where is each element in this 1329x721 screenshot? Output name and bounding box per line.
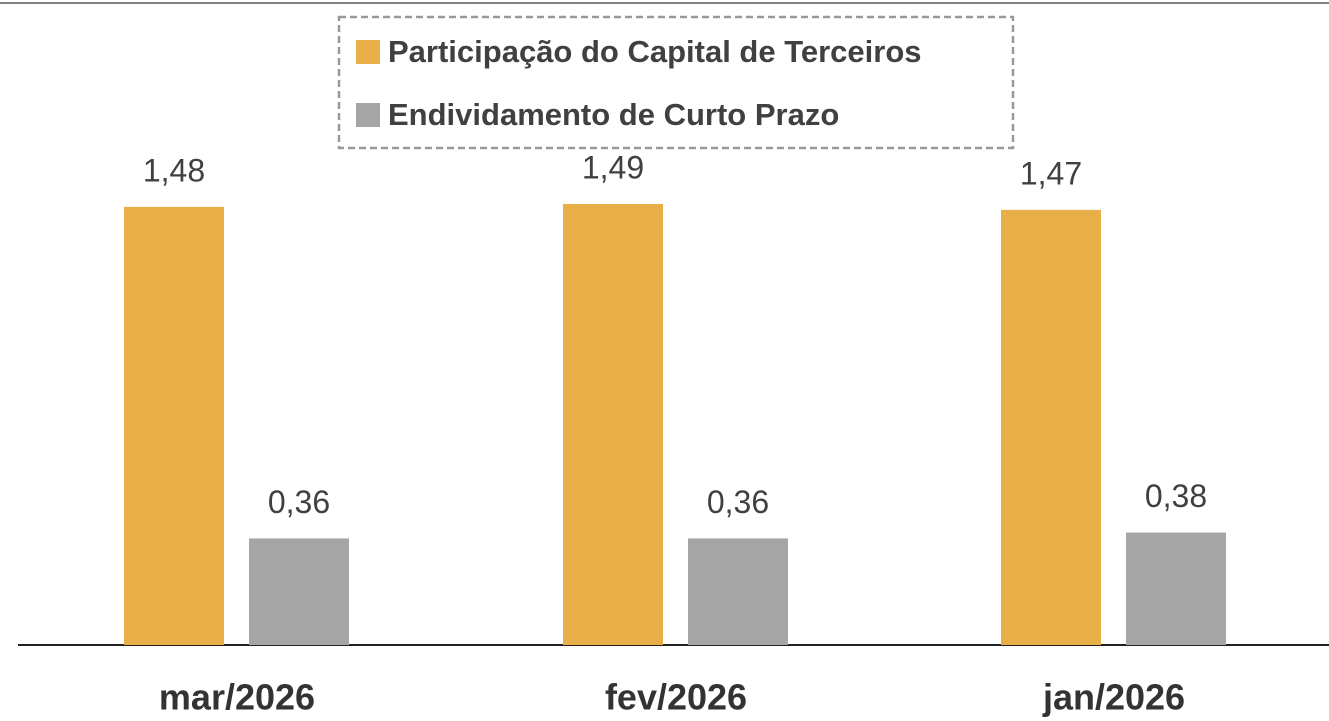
bar [1001, 209, 1101, 645]
bar [563, 203, 663, 645]
bar [249, 538, 349, 645]
bar [124, 206, 224, 646]
value-label: 1,49 [582, 149, 644, 185]
legend-label: Endividamento de Curto Prazo [388, 97, 839, 132]
value-label: 1,48 [143, 152, 205, 188]
legend-swatch [356, 103, 380, 127]
x-tick-label: mar/2026 [159, 677, 315, 718]
bar [1126, 532, 1226, 645]
bar [688, 538, 788, 645]
x-tick-label: jan/2026 [1042, 677, 1185, 718]
legend-swatch [356, 40, 380, 64]
value-label: 0,38 [1145, 478, 1207, 514]
legend-label: Participação do Capital de Terceiros [388, 34, 922, 69]
legend-box [337, 15, 1015, 150]
x-tick-label: fev/2026 [605, 677, 747, 718]
value-label: 0,36 [268, 484, 330, 520]
value-label: 0,36 [707, 484, 769, 520]
value-label: 1,47 [1020, 155, 1082, 191]
